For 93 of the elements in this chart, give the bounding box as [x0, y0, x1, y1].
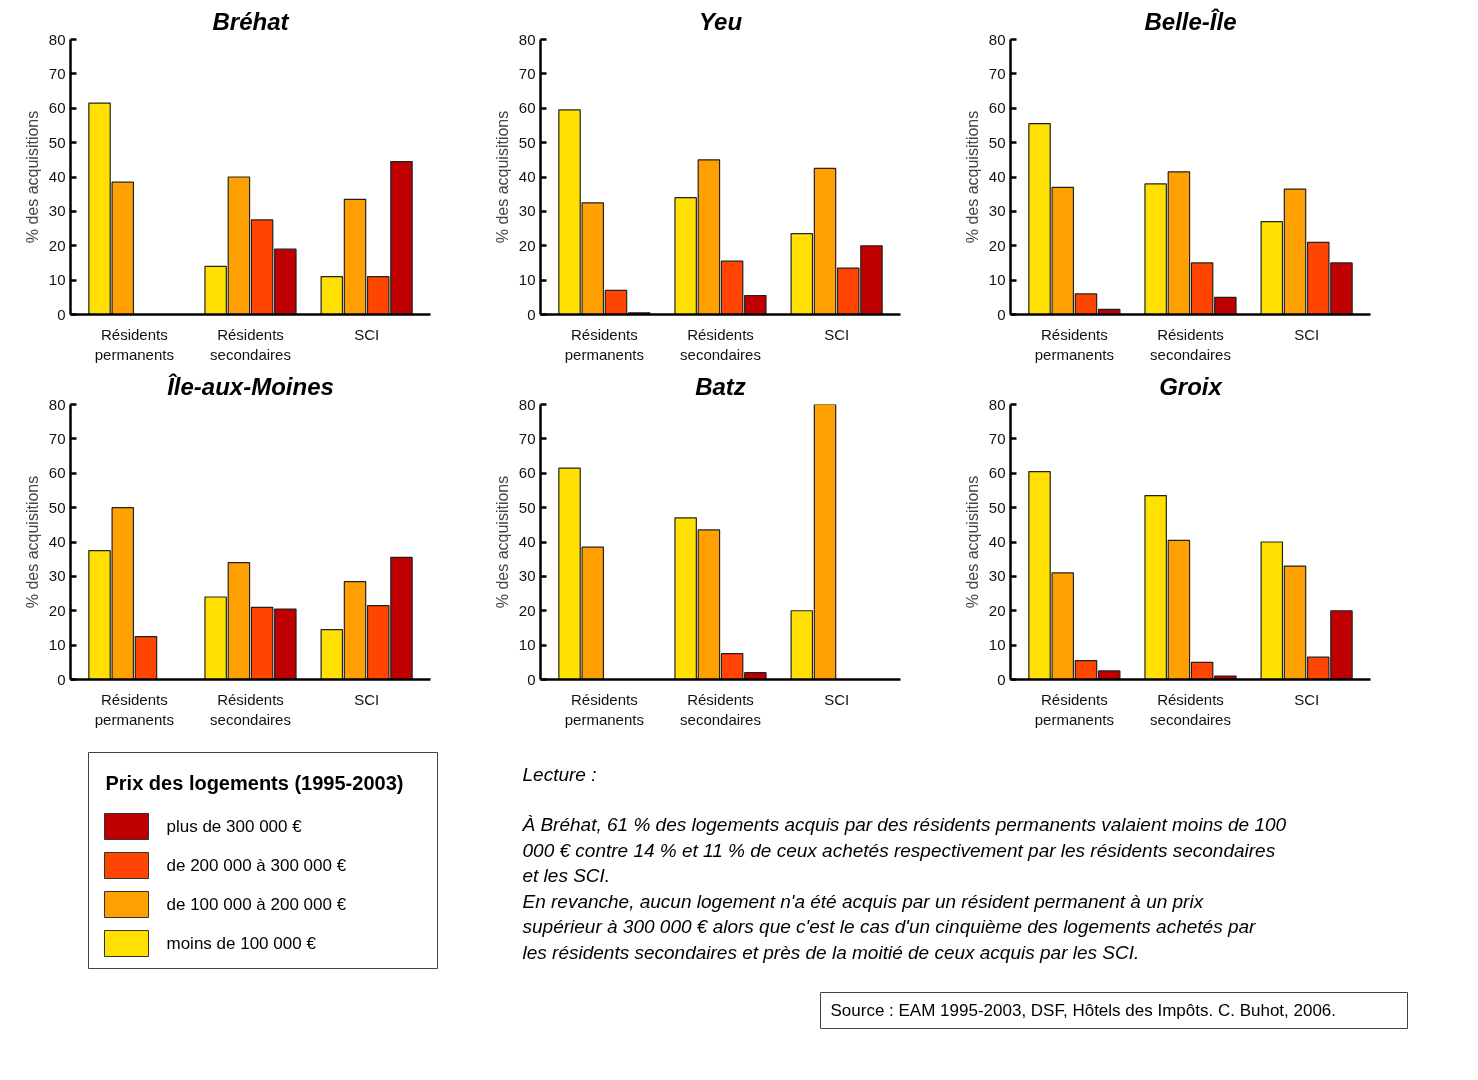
- y-tick-label: 60: [518, 99, 536, 117]
- y-tick-label: 60: [518, 464, 536, 482]
- legend-title: Prix des logements (1995-2003): [105, 771, 404, 794]
- y-tick-label: 10: [518, 636, 536, 654]
- y-tick-label: 50: [518, 133, 536, 151]
- chart-title: Bréhat: [212, 7, 290, 35]
- y-tick-label: 20: [988, 601, 1006, 619]
- x-tick-label: Résidents secondaires: [210, 690, 291, 728]
- text: Lecture :: [522, 764, 597, 785]
- legend-label: moins de 100 000 €: [166, 934, 317, 953]
- y-tick-label: 40: [48, 533, 66, 550]
- text: À Bréhat, 61 % des logements acquis par des résidents permanents valaient moins de 100 000 € contre 14 % et 11 % de ceux achetés respectivement par les résidents secondaires et les SCI.: [521, 814, 1287, 886]
- chart-title: Yeu: [698, 7, 743, 35]
- y-tick-label: 30: [988, 567, 1006, 585]
- legend-label: plus de 300 000 €: [166, 817, 303, 836]
- x-tick-label: Résidents permanents: [564, 690, 644, 728]
- x-tick-label: Résidents secondaires: [210, 325, 291, 363]
- y-tick-label: 20: [518, 601, 536, 619]
- x-tick-label: Résidents secondaires: [680, 690, 761, 728]
- x-tick-label: Résidents permanents: [564, 325, 644, 363]
- x-tick-label: SCI: [824, 325, 850, 343]
- y-tick-label: 0: [57, 305, 66, 323]
- y-tick-label: 70: [518, 64, 536, 82]
- y-tick-label: 50: [48, 498, 66, 516]
- x-tick-label: SCI: [1294, 325, 1320, 343]
- chart-title: Batz: [695, 372, 746, 400]
- chart-title: Groix: [1159, 372, 1224, 400]
- x-tick-label: Résidents secondaires: [1150, 325, 1231, 363]
- y-tick-label: 50: [518, 498, 536, 516]
- y-tick-label: 60: [48, 99, 66, 117]
- y-tick-label: 70: [48, 429, 66, 447]
- y-tick-label: 10: [48, 271, 66, 289]
- x-tick-label: SCI: [354, 690, 380, 708]
- y-tick-label: 0: [57, 670, 66, 688]
- y-tick-label: 40: [988, 168, 1006, 185]
- y-tick-label: 80: [518, 30, 536, 48]
- x-tick-label: Résidents permanents: [1034, 690, 1114, 728]
- text: En revanche, aucun logement n'a été acquis par un résident permanent à un prix supérieur à 300 000 € alors que c'est le cas d'un cinquième des logements achetés par les résidents secondaires et près de la moitié de ceux acquis par les SCI.: [522, 890, 1257, 963]
- y-tick-label: 10: [988, 636, 1006, 654]
- y-tick-label: 50: [988, 133, 1006, 151]
- y-tick-label: 70: [518, 429, 536, 447]
- y-tick-label: 60: [988, 99, 1006, 117]
- x-tick-label: SCI: [354, 325, 380, 343]
- x-tick-label: Résidents permanents: [94, 690, 174, 728]
- y-tick-label: 80: [48, 395, 66, 413]
- y-tick-label: 30: [518, 567, 536, 585]
- y-axis-title: % des acquisitions: [493, 110, 511, 244]
- y-tick-label: 40: [518, 533, 536, 550]
- y-axis-title: % des acquisitions: [23, 475, 41, 609]
- y-tick-label: 40: [518, 168, 536, 185]
- y-tick-label: 10: [518, 271, 536, 289]
- y-axis-title: % des acquisitions: [493, 475, 511, 609]
- y-tick-label: 20: [518, 236, 536, 254]
- y-axis-title: % des acquisitions: [963, 110, 981, 244]
- y-tick-label: 60: [48, 464, 66, 482]
- x-tick-label: Résidents permanents: [1034, 325, 1114, 363]
- y-tick-label: 80: [988, 30, 1006, 48]
- y-tick-label: 30: [48, 202, 66, 220]
- y-tick-label: 10: [988, 271, 1006, 289]
- x-tick-label: Résidents permanents: [94, 325, 174, 363]
- x-tick-label: Résidents secondaires: [680, 325, 761, 363]
- y-tick-label: 80: [518, 395, 536, 413]
- chart-title: Belle-Île: [1144, 7, 1237, 35]
- y-tick-label: 30: [518, 202, 536, 220]
- y-tick-label: 30: [988, 202, 1006, 220]
- y-tick-label: 20: [48, 601, 66, 619]
- y-tick-label: 60: [988, 464, 1006, 482]
- y-tick-label: 0: [527, 670, 536, 688]
- y-tick-label: 70: [988, 429, 1006, 447]
- y-tick-label: 20: [988, 236, 1006, 254]
- y-axis-title: % des acquisitions: [23, 110, 41, 244]
- y-tick-label: 0: [997, 670, 1006, 688]
- chart-title: Île-aux-Moines: [167, 372, 334, 400]
- y-tick-label: 50: [988, 498, 1006, 516]
- y-tick-label: 50: [48, 133, 66, 151]
- y-tick-label: 30: [48, 567, 66, 585]
- y-tick-label: 70: [48, 64, 66, 82]
- legend-label: de 200 000 à 300 000 €: [166, 856, 347, 875]
- y-tick-label: 10: [48, 636, 66, 654]
- y-tick-label: 40: [988, 533, 1006, 550]
- y-tick-label: 70: [988, 64, 1006, 82]
- source-note: Source : EAM 1995-2003, DSF, Hôtels des Impôts. C. Buhot, 2006.: [830, 1001, 1337, 1020]
- legend-label: de 100 000 à 200 000 €: [166, 895, 347, 914]
- y-tick-label: 0: [527, 305, 536, 323]
- y-tick-label: 80: [48, 30, 66, 48]
- y-tick-label: 40: [48, 168, 66, 185]
- y-axis-title: % des acquisitions: [963, 475, 981, 609]
- x-tick-label: Résidents secondaires: [1150, 690, 1231, 728]
- x-tick-label: SCI: [1294, 690, 1320, 708]
- y-tick-label: 80: [988, 395, 1006, 413]
- y-tick-label: 0: [997, 305, 1006, 323]
- x-tick-label: SCI: [824, 690, 850, 708]
- y-tick-label: 20: [48, 236, 66, 254]
